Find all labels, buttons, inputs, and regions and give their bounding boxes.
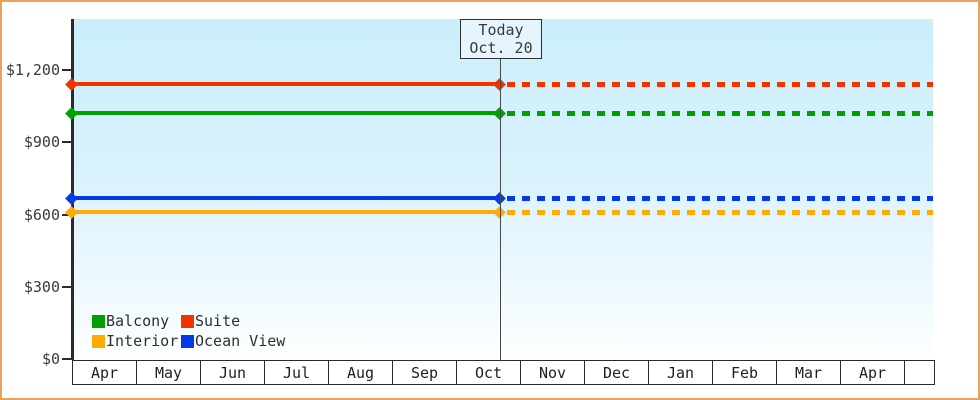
series-line-dashed-ocean-view	[507, 196, 933, 201]
month-cell: Aug	[329, 361, 393, 384]
legend-item: Ocean View	[181, 332, 286, 350]
today-annotation-box: Today Oct. 20	[460, 19, 542, 59]
legend-swatch-ocean-view	[181, 334, 194, 348]
month-cell: Jan	[649, 361, 713, 384]
y-tick-label: $0	[41, 350, 60, 368]
month-cell: Apr	[841, 361, 905, 384]
month-cell-empty	[905, 361, 934, 384]
y-tick-label: $600	[23, 206, 60, 224]
month-cell: Sep	[393, 361, 457, 384]
series-line-dashed-suite	[507, 82, 933, 87]
month-axis: Apr May Jun Jul Aug Sep Oct Nov Dec Jan Feb Mar Apr	[72, 360, 935, 385]
series-line-dashed-interior	[507, 210, 933, 215]
legend-label: Balcony	[106, 312, 170, 330]
month-cell: Apr	[73, 361, 137, 384]
y-axis-line	[71, 19, 74, 360]
legend-swatch-interior	[92, 334, 105, 348]
series-line-solid-interior	[74, 210, 500, 214]
series-line-solid-ocean-view	[74, 196, 500, 200]
legend-label: Interior	[106, 332, 179, 350]
month-cell: Nov	[521, 361, 585, 384]
y-tick-mark	[62, 286, 71, 288]
y-tick-mark	[62, 358, 71, 360]
series-line-dashed-balcony	[507, 111, 933, 116]
series-line-solid-balcony	[74, 111, 500, 115]
legend-label: Suite	[195, 312, 241, 330]
y-tick-mark	[62, 141, 71, 143]
month-cell: Mar	[777, 361, 841, 384]
y-tick-label: $300	[23, 278, 60, 296]
month-cell: Feb	[713, 361, 777, 384]
y-tick-label: $900	[23, 133, 60, 151]
y-tick-mark	[62, 214, 71, 216]
today-marker-line	[500, 58, 501, 360]
legend-item: Interior	[92, 332, 179, 350]
month-cell: Jul	[265, 361, 329, 384]
legend-item: Suite	[181, 312, 241, 330]
y-tick-mark	[62, 69, 71, 71]
series-line-solid-suite	[74, 82, 500, 86]
today-label: Today	[478, 21, 524, 39]
month-cell: May	[137, 361, 201, 384]
legend-item: Balcony	[92, 312, 170, 330]
today-date: Oct. 20	[469, 39, 533, 57]
month-cell: Oct	[457, 361, 521, 384]
legend-swatch-balcony	[92, 314, 105, 328]
month-cell: Jun	[201, 361, 265, 384]
legend-label: Ocean View	[195, 332, 286, 350]
plot-area	[74, 19, 933, 360]
legend-swatch-suite	[181, 314, 194, 328]
month-cell: Dec	[585, 361, 649, 384]
y-tick-label: $1,200	[5, 61, 60, 79]
